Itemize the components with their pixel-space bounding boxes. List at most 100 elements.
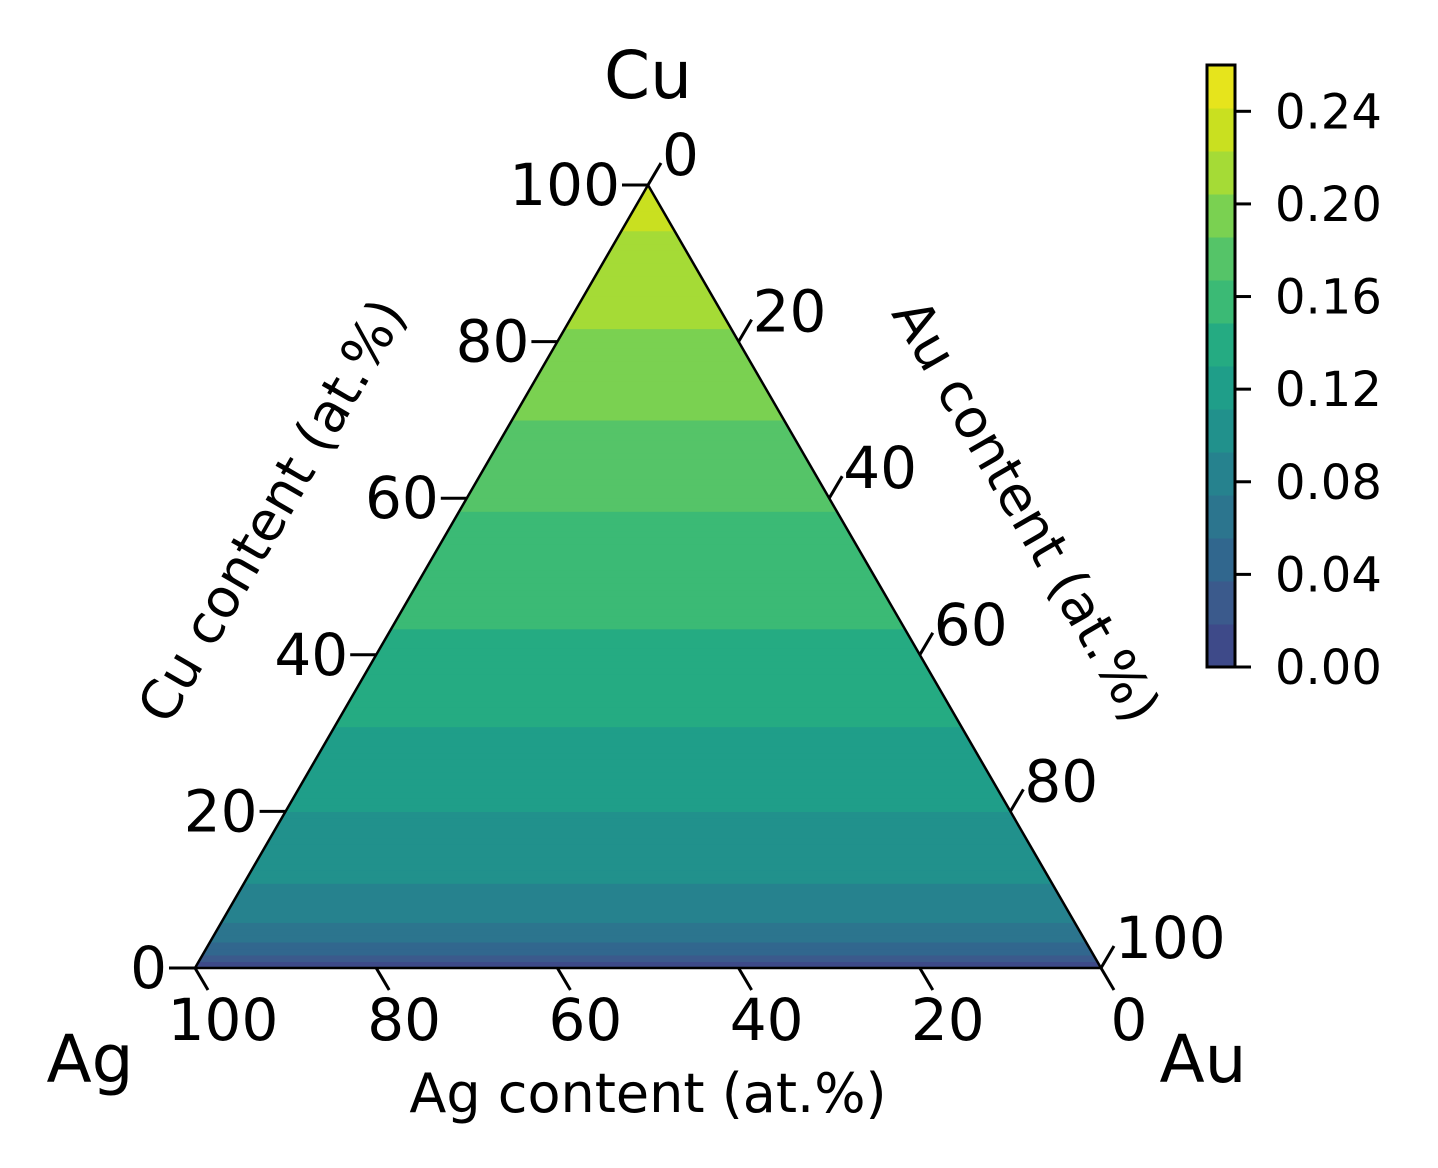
contour-band	[195, 830, 1101, 839]
contour-band	[195, 895, 1101, 904]
ag-tick	[737, 967, 753, 991]
contour-band	[195, 836, 1101, 845]
contour-band	[195, 928, 1101, 936]
contour-band	[195, 947, 1101, 956]
contour-band	[195, 797, 1101, 806]
au-tick-label: 20	[753, 278, 827, 346]
au-tick	[827, 475, 844, 499]
contour-band	[195, 615, 1101, 623]
contour-band	[195, 190, 1101, 199]
contour-band	[195, 295, 1101, 304]
contour-band	[195, 360, 1101, 369]
contour-band	[195, 530, 1101, 538]
colorbar-frame	[1205, 63, 1237, 669]
contour-band	[195, 667, 1101, 675]
cu-tick-label: 80	[456, 308, 530, 376]
contour-band	[195, 588, 1101, 597]
contour-band	[195, 354, 1101, 362]
colorbar-segment	[1207, 193, 1235, 238]
contour-band	[195, 380, 1101, 388]
colorbar-segment	[1207, 107, 1235, 152]
contour-band	[195, 282, 1101, 290]
corner-label-cu: Cu	[604, 37, 692, 114]
contour-band	[195, 784, 1101, 793]
contour-band	[195, 856, 1101, 865]
contour-band	[195, 341, 1101, 349]
contour-band	[195, 203, 1101, 212]
corner-label-au: Au	[1160, 1021, 1247, 1098]
contour-band	[195, 458, 1101, 467]
cu-tick-label: 100	[509, 151, 620, 219]
contour-band	[195, 288, 1101, 297]
contour-band	[195, 275, 1101, 284]
colorbar-segment	[1207, 64, 1235, 109]
au-tick-label: 80	[1024, 747, 1098, 815]
contour-band	[195, 810, 1101, 819]
triangle-outline	[192, 182, 1104, 970]
contour-band	[195, 654, 1101, 662]
ag-tick	[556, 967, 572, 991]
contour-band	[195, 778, 1101, 786]
contour-band	[195, 478, 1101, 486]
contour-band	[195, 314, 1101, 323]
contour-band	[195, 471, 1101, 480]
contour-band	[195, 765, 1101, 773]
contour-band	[195, 634, 1101, 643]
contour-band	[195, 758, 1101, 767]
colorbar-segment	[1207, 451, 1235, 496]
contour-band	[195, 419, 1101, 428]
colorbar-tick-label: 0.08	[1275, 455, 1382, 511]
contour-band	[195, 921, 1101, 930]
contour-band	[195, 771, 1101, 780]
contour-band	[195, 804, 1101, 812]
contour-band	[195, 536, 1101, 545]
contour-band	[195, 543, 1101, 551]
contour-band	[195, 712, 1101, 721]
contour-band	[195, 706, 1101, 715]
contour-band	[195, 569, 1101, 578]
colorbar-segment	[1207, 537, 1235, 582]
au-tick-label: 0	[662, 121, 699, 189]
contour-band	[195, 641, 1101, 649]
cu-tick-label: 20	[184, 777, 258, 845]
contour-band	[195, 393, 1101, 401]
contour-band	[195, 256, 1101, 264]
contour-band	[195, 934, 1101, 943]
contour-band	[195, 347, 1101, 356]
contour-band	[195, 269, 1101, 277]
contour-band	[195, 680, 1101, 689]
contour-band	[195, 491, 1101, 499]
contour-band	[195, 608, 1101, 617]
contour-band	[195, 817, 1101, 826]
contour-band	[195, 243, 1101, 251]
contour-band	[195, 438, 1101, 447]
contour-band	[195, 915, 1101, 923]
contour-band	[195, 262, 1101, 271]
colorbar-segment	[1207, 494, 1235, 539]
cu-tick-label: 0	[130, 934, 167, 1002]
contour-band	[195, 849, 1101, 858]
contour-band	[195, 425, 1101, 434]
contour-band	[195, 582, 1101, 591]
contour-band	[195, 693, 1101, 702]
contour-band	[195, 719, 1101, 728]
contour-band	[195, 621, 1101, 630]
contour-band	[195, 823, 1101, 832]
contour-band	[195, 902, 1101, 910]
colorbar-tick-label: 0.20	[1275, 177, 1382, 233]
ag-tick-label: 80	[367, 986, 441, 1054]
contour-band	[195, 660, 1101, 669]
contour-band	[195, 699, 1101, 708]
au-tick	[737, 318, 753, 343]
colorbar-segment	[1207, 236, 1235, 281]
contour-band	[195, 752, 1101, 760]
contour-band	[195, 941, 1101, 950]
ag-tick	[193, 967, 210, 991]
contour-band	[195, 497, 1101, 506]
au-tick	[1099, 945, 1116, 969]
axis-title-ag: Ag content (at.%)	[409, 1062, 886, 1125]
contour-band	[195, 562, 1101, 571]
au-tick	[1009, 788, 1025, 813]
